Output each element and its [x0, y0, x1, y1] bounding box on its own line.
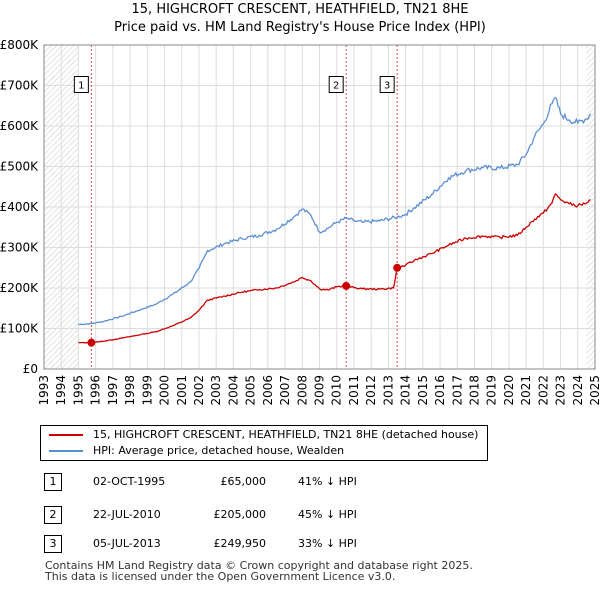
price-chart: 1 2 3 1993 1994 1995 1996 1997 1998 1999 2000 2001… — [0, 38, 600, 406]
sale-hpi-diff: 41% ↓ HPI — [298, 475, 357, 488]
y-tick-label: £200K — [0, 281, 39, 295]
legend-swatch-hpi — [49, 450, 83, 452]
footer-licence: This data is licensed under the Open Gov… — [45, 570, 396, 583]
sale-marker-box — [73, 76, 89, 93]
x-tick-label: 2015 — [416, 375, 430, 406]
sale-date: 02-OCT-1995 — [93, 475, 166, 488]
sale-badge: 3 — [44, 535, 62, 553]
sale-price: £65,000 — [220, 475, 267, 488]
x-tick-label: 1996 — [89, 375, 103, 406]
y-tick-label: £800K — [0, 38, 39, 52]
sale-point — [393, 263, 402, 272]
x-tick-label: 1993 — [37, 375, 51, 406]
x-tick-label: 2014 — [399, 375, 413, 406]
y-tick-label: £500K — [0, 160, 39, 174]
sale-date: 22-JUL-2010 — [93, 508, 161, 521]
x-tick-label: 2001 — [175, 375, 189, 406]
x-tick-label: 2005 — [244, 375, 258, 406]
sale-marker-label: 3 — [384, 81, 390, 92]
x-tick-label: 2023 — [554, 375, 568, 406]
legend: 15, HIGHCROFT CRESCENT, HEATHFIELD, TN21… — [40, 425, 488, 461]
sale-price: £249,950 — [213, 537, 267, 550]
x-tick-label: 2007 — [278, 375, 292, 406]
x-tick-label: 1999 — [140, 375, 154, 406]
sale-hpi-diff: 33% ↓ HPI — [298, 537, 357, 550]
y-tick-label: £100K — [0, 322, 39, 336]
sale-price: £205,000 — [213, 508, 267, 521]
footer-copyright: Contains HM Land Registry data © Crown c… — [45, 559, 473, 572]
y-tick-label: £0 — [23, 362, 38, 376]
x-tick-label: 2024 — [571, 375, 585, 406]
sale-marker-box — [379, 76, 395, 93]
x-tick-label: 2006 — [261, 375, 275, 406]
chart-subtitle: Price paid vs. HM Land Registry's House … — [114, 20, 486, 35]
x-tick-label: 1994 — [54, 375, 68, 406]
x-tick-label: 1998 — [123, 375, 137, 406]
x-tick-label: 1995 — [71, 375, 85, 406]
y-tick-label: £400K — [0, 200, 39, 214]
sale-point — [342, 281, 351, 290]
sale-marker-label: 2 — [333, 81, 339, 92]
x-tick-label: 2003 — [209, 375, 223, 406]
sale-date: 05-JUL-2013 — [93, 537, 161, 550]
x-tick-label: 2013 — [381, 375, 395, 406]
sale-marker-label: 1 — [78, 81, 84, 92]
sale-badge: 2 — [44, 506, 62, 524]
legend-item-hpi: HPI: Average price, detached house, Weal… — [49, 443, 344, 459]
x-tick-label: 2000 — [158, 375, 172, 406]
x-tick-label: 2016 — [433, 375, 447, 406]
sale-hpi-diff: 45% ↓ HPI — [298, 508, 357, 521]
x-tick-label: 2009 — [313, 375, 327, 406]
x-tick-label: 2008 — [295, 375, 309, 406]
sale-badge: 1 — [44, 473, 62, 491]
y-tick-label: £700K — [0, 79, 39, 93]
plot-frame — [43, 44, 596, 370]
series-line — [78, 96, 592, 326]
x-tick-label: 2002 — [192, 375, 206, 406]
x-tick-label: 2010 — [330, 375, 344, 406]
x-tick-label: 2022 — [536, 375, 550, 406]
x-tick-label: 2019 — [485, 375, 499, 406]
legend-label-hpi: HPI: Average price, detached house, Weal… — [93, 444, 345, 457]
x-tick-label: 2018 — [467, 375, 481, 406]
sale-marker-box — [328, 76, 344, 93]
legend-label-property: 15, HIGHCROFT CRESCENT, HEATHFIELD, TN21… — [93, 428, 479, 441]
x-tick-label: 2011 — [347, 375, 361, 406]
x-tick-label: 2025 — [588, 375, 600, 406]
x-tick-label: 2020 — [502, 375, 516, 406]
x-tick-label: 2017 — [450, 375, 464, 406]
legend-swatch-property — [49, 434, 83, 436]
y-tick-label: £600K — [0, 119, 39, 133]
x-tick-label: 2012 — [364, 375, 378, 406]
x-tick-label: 1997 — [106, 375, 120, 406]
x-tick-label: 2021 — [519, 375, 533, 406]
legend-item-property: 15, HIGHCROFT CRESCENT, HEATHFIELD, TN21… — [49, 427, 478, 443]
footer: Contains HM Land Registry data © Crown c… — [45, 560, 473, 582]
y-tick-label: £300K — [0, 241, 39, 255]
sale-point — [87, 338, 96, 347]
series-line — [78, 193, 591, 344]
x-tick-label: 2004 — [226, 375, 240, 406]
chart-title: 15, HIGHCROFT CRESCENT, HEATHFIELD, TN21… — [131, 2, 469, 17]
